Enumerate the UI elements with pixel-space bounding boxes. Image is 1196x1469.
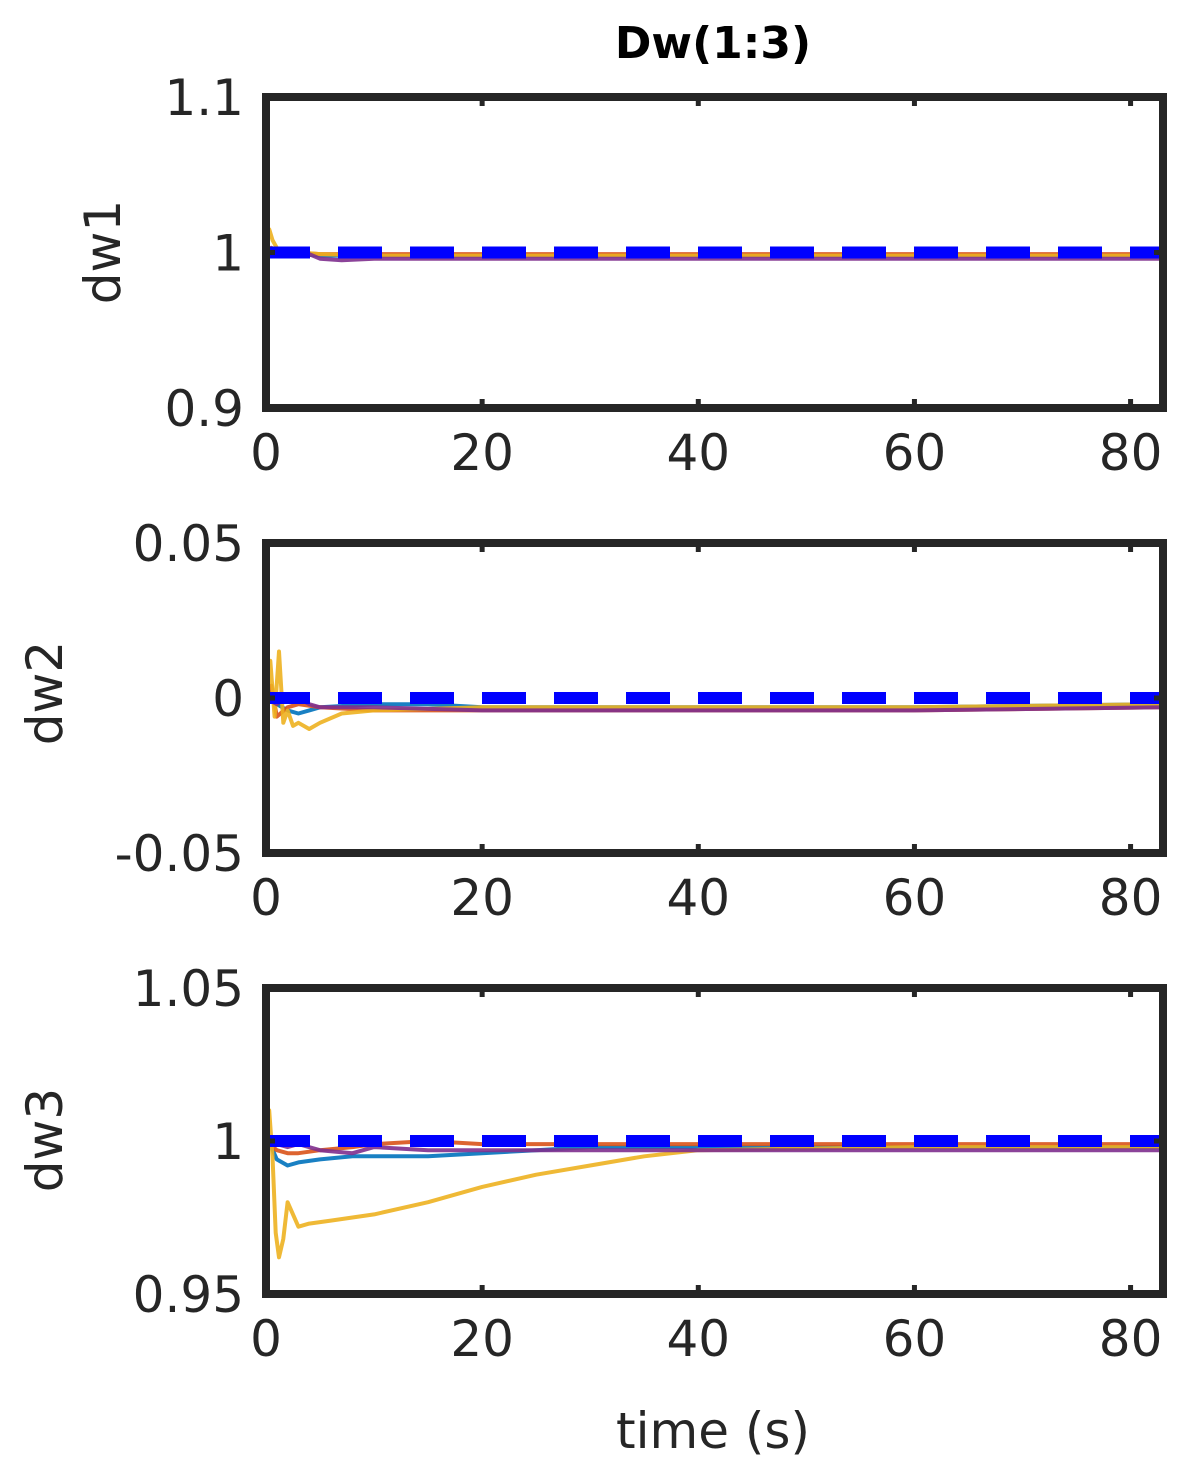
series-line-0	[266, 1139, 1163, 1168]
y-tick-label: 1	[212, 1113, 244, 1171]
x-tick-label: 0	[250, 869, 282, 927]
x-tick-label: 40	[666, 424, 730, 482]
x-tick-label: 80	[1099, 424, 1163, 482]
x-tick-label: 60	[883, 1310, 947, 1368]
subplot-dw3: dw3 0 20 40 60 80 0.95 1 1.05	[16, 960, 1167, 1368]
x-tick-label: 80	[1099, 1310, 1163, 1368]
x-tick-label: 60	[883, 869, 947, 927]
x-tick-label: 0	[250, 1310, 282, 1368]
series-line-2	[266, 649, 1163, 731]
x-tick-label: 40	[666, 1310, 730, 1368]
x-tick-label: 20	[450, 424, 514, 482]
x-tick-label: 20	[450, 1310, 514, 1368]
series-line-2	[266, 1108, 1163, 1260]
y-tick-label: 0.05	[133, 515, 244, 573]
y-tick-label: 1	[212, 225, 244, 283]
y-tick-label: 0.95	[133, 1266, 244, 1324]
y-tick-label: 1.1	[164, 69, 244, 127]
y-axis-label: dw3	[16, 1088, 74, 1192]
subplot-dw1: dw1 0 20 40 60 80 0.9 1 1.1	[74, 69, 1167, 482]
series-group	[266, 649, 1163, 731]
y-axis-label: dw2	[16, 641, 74, 745]
y-tick-label: 0	[212, 670, 244, 728]
y-tick-label: 1.05	[133, 960, 244, 1018]
y-axis-label: dw1	[74, 200, 132, 304]
figure-title: Dw(1:3)	[615, 18, 811, 69]
x-tick-label: 60	[883, 424, 947, 482]
y-tick-label: -0.05	[115, 825, 244, 883]
y-tick-label: 0.9	[164, 380, 244, 438]
x-tick-label: 20	[450, 869, 514, 927]
series-group	[266, 1108, 1163, 1260]
x-axis-label: time (s)	[616, 1402, 810, 1460]
x-tick-label: 0	[250, 424, 282, 482]
x-tick-label: 40	[666, 869, 730, 927]
x-tick-label: 80	[1099, 869, 1163, 927]
